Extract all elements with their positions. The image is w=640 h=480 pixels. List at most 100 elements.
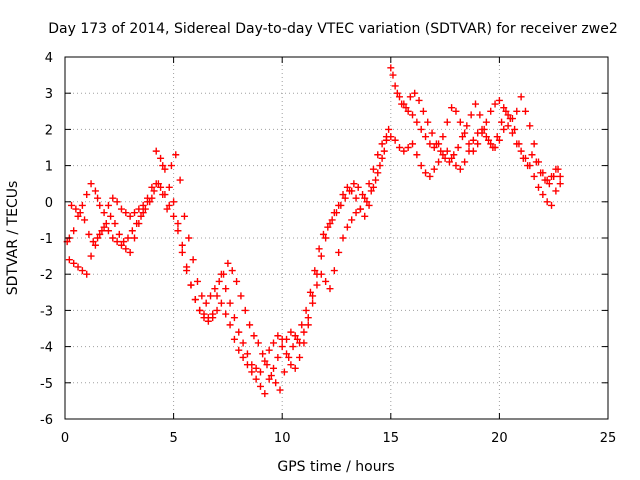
data-point — [537, 169, 545, 177]
data-point — [550, 172, 558, 180]
data-point — [65, 256, 73, 264]
data-point — [70, 227, 78, 235]
data-point — [409, 111, 417, 119]
data-point — [161, 165, 169, 173]
x-tick-label: 20 — [491, 431, 508, 446]
data-point — [196, 306, 204, 314]
data-point — [304, 314, 312, 322]
data-point — [100, 209, 108, 217]
data-point — [528, 151, 536, 159]
data-point — [439, 151, 447, 159]
data-point — [239, 353, 247, 361]
data-point — [117, 241, 125, 249]
data-point — [487, 107, 495, 115]
data-point — [343, 183, 351, 191]
data-point — [74, 263, 82, 271]
data-point — [78, 201, 86, 209]
data-point — [200, 314, 208, 322]
data-point — [302, 306, 310, 314]
data-point — [361, 194, 369, 202]
data-point — [91, 187, 99, 195]
data-point — [419, 107, 427, 115]
x-tick-label: 10 — [274, 431, 291, 446]
data-point — [107, 212, 115, 220]
data-series-track-b — [65, 122, 564, 376]
data-point — [85, 230, 93, 238]
data-point — [515, 140, 523, 148]
data-point — [122, 245, 130, 253]
data-point — [387, 133, 395, 141]
data-point — [480, 125, 488, 133]
data-point — [324, 223, 332, 231]
data-point — [352, 209, 360, 217]
data-point — [207, 292, 215, 300]
data-point — [109, 194, 117, 202]
data-point — [102, 220, 110, 228]
data-point — [259, 350, 267, 358]
data-point — [502, 107, 510, 115]
data-point — [452, 162, 460, 170]
data-series-track-c — [68, 71, 562, 394]
data-point — [378, 140, 386, 148]
data-point — [146, 198, 154, 206]
data-point — [365, 201, 373, 209]
data-point — [159, 191, 167, 199]
data-point — [289, 343, 297, 351]
data-point — [135, 205, 143, 213]
data-point — [430, 144, 438, 151]
data-point — [417, 125, 425, 133]
data-point — [398, 100, 406, 108]
data-point — [239, 339, 247, 347]
data-point — [202, 299, 210, 307]
data-point — [204, 317, 212, 325]
y-tick-label: -6 — [40, 413, 53, 428]
y-axis-label: SDTVAR / TECUs — [5, 181, 21, 296]
data-point — [70, 259, 78, 267]
data-point — [139, 201, 147, 209]
data-point — [454, 144, 462, 151]
data-point — [385, 125, 393, 133]
data-point — [326, 285, 334, 293]
data-point — [296, 353, 304, 361]
x-tick-label: 5 — [169, 431, 177, 446]
data-point — [374, 151, 382, 159]
data-point — [333, 209, 340, 217]
data-point — [98, 227, 106, 235]
data-point — [113, 238, 121, 246]
data-point — [185, 234, 193, 242]
data-point — [100, 223, 108, 231]
data-point — [404, 144, 412, 151]
data-point — [157, 154, 165, 162]
data-point — [209, 310, 217, 318]
data-point — [278, 335, 286, 343]
data-point — [426, 140, 434, 148]
data-point — [263, 361, 271, 369]
data-point — [313, 281, 321, 289]
data-point — [387, 64, 395, 72]
data-point — [369, 165, 377, 173]
data-point — [395, 93, 403, 101]
data-point — [198, 292, 206, 300]
data-point — [363, 198, 371, 206]
data-point — [517, 147, 525, 155]
data-point — [220, 270, 228, 278]
data-point — [393, 89, 401, 97]
data-point — [300, 328, 308, 336]
data-point — [348, 216, 356, 224]
data-point — [517, 93, 525, 101]
y-tick-label: 1 — [45, 160, 53, 175]
data-point — [300, 339, 308, 347]
data-point — [411, 89, 419, 97]
data-point — [422, 169, 430, 177]
data-point — [72, 205, 80, 213]
data-point — [367, 187, 375, 195]
data-point — [213, 292, 221, 300]
data-point — [222, 285, 230, 293]
data-point — [256, 382, 264, 390]
data-point — [461, 158, 469, 166]
data-point — [389, 71, 397, 79]
data-point — [395, 144, 403, 151]
data-point — [248, 361, 256, 369]
data-point — [530, 140, 538, 148]
data-point — [87, 252, 95, 260]
